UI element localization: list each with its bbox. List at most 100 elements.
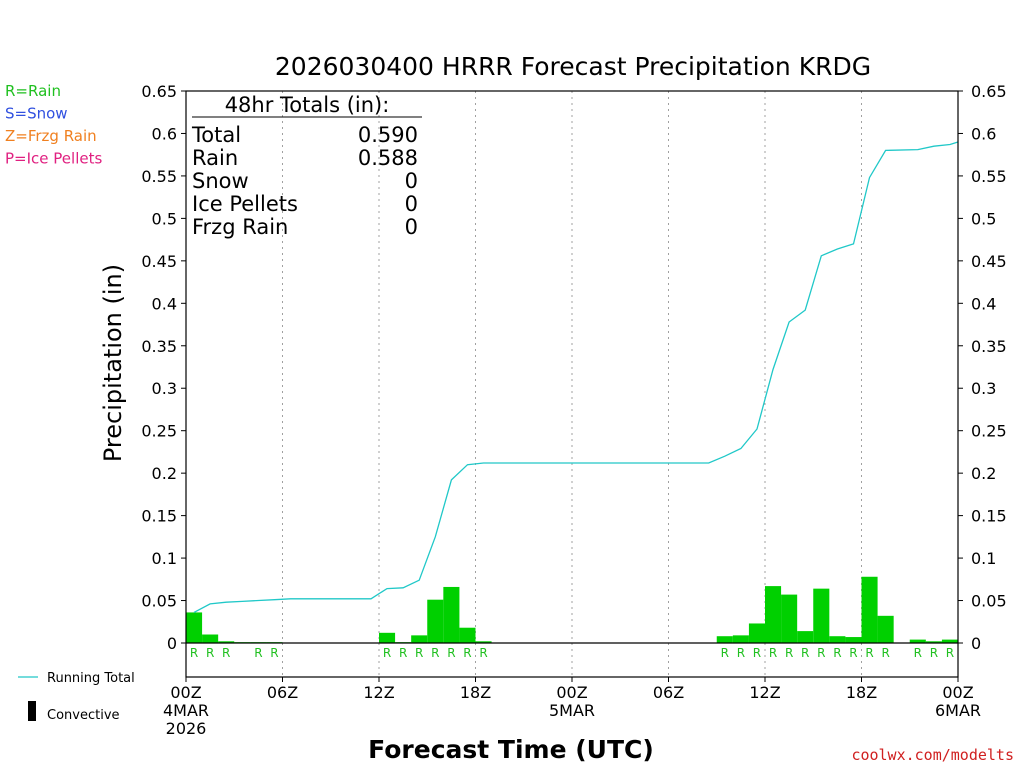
chart-title: 2026030400 HRRR Forecast Precipitation K… <box>275 52 871 81</box>
y-tick-label-left: 0.1 <box>152 549 177 568</box>
totals-row-label: Ice Pellets <box>192 192 298 216</box>
y-axis-right: 0 0.05 0.1 0.15 0.2 0.25 0.3 0.35 0.4 0.45 0.5 0.55… <box>958 82 1007 653</box>
x-tick-label: 06Z <box>267 683 298 702</box>
x-tick-label: 06Z <box>653 683 684 702</box>
totals-row-label: Total <box>191 123 241 147</box>
x-tick-label: 00Z <box>170 683 201 702</box>
precip-bar <box>411 635 428 643</box>
y-axis-left: 0 0.05 0.1 0.15 0.2 0.25 0.3 0.35 0.4 0.45 0.5 0.55… <box>141 82 186 653</box>
y-tick-label-right: 0.6 <box>971 124 996 143</box>
precip-type-marker: R <box>881 646 889 660</box>
precip-type-legend-item: S=Snow <box>5 105 68 123</box>
precip-bar <box>732 635 749 643</box>
y-tick-label-left: 0.55 <box>141 167 177 186</box>
precip-bar <box>186 612 203 643</box>
y-tick-label-right: 0.4 <box>971 294 996 313</box>
precip-type-marker: R <box>431 646 439 660</box>
y-tick-label-right: 0.15 <box>971 507 1007 526</box>
precip-bar <box>427 599 444 643</box>
precip-bar <box>829 636 846 643</box>
y-tick-label-right: 0.65 <box>971 82 1007 101</box>
y-tick-label-right: 0.5 <box>971 209 996 228</box>
y-tick-label-right: 0.55 <box>971 167 1007 186</box>
precip-type-marker: R <box>930 646 938 660</box>
y-tick-label-right: 0.2 <box>971 464 996 483</box>
y-tick-label-left: 0.25 <box>141 422 177 441</box>
precip-bar <box>748 623 765 643</box>
precip-type-marker: R <box>785 646 793 660</box>
convective-legend-label: Convective <box>47 708 120 723</box>
precip-bar <box>475 641 492 643</box>
y-tick-label-right: 0.25 <box>971 422 1007 441</box>
precip-bar <box>202 634 219 643</box>
y-tick-label-left: 0 <box>167 634 177 653</box>
totals-box: 48hr Totals (in): Total 0.590 Rain 0.588 Sno… <box>191 93 422 239</box>
precip-bar <box>797 631 814 643</box>
precip-type-marker: R <box>479 646 487 660</box>
y-tick-label-left: 0.4 <box>152 294 177 313</box>
precip-type-marker: R <box>753 646 761 660</box>
precip-bar <box>218 641 235 643</box>
x-tick-label: 5MAR <box>549 701 595 720</box>
y-tick-label-left: 0.15 <box>141 507 177 526</box>
x-tick-label: 12Z <box>363 683 394 702</box>
x-tick-label: 18Z <box>460 683 491 702</box>
precip-type-legend-item: Z=Frzg Rain <box>5 127 97 145</box>
x-axis-label: Forecast Time (UTC) <box>368 735 654 764</box>
precip-type-marker: R <box>415 646 423 660</box>
precip-bar <box>925 641 942 643</box>
bar-series-rain <box>186 576 958 643</box>
precip-bar <box>909 639 926 643</box>
y-tick-label-right: 0.45 <box>971 252 1007 271</box>
totals-row-value: 0 <box>405 169 418 193</box>
precip-type-marker: R <box>270 646 278 660</box>
precip-type-marker: R <box>737 646 745 660</box>
precip-type-marker: R <box>463 646 471 660</box>
y-tick-label-left: 0.05 <box>141 592 177 611</box>
totals-header: 48hr Totals (in): <box>225 93 390 117</box>
y-tick-label-left: 0.5 <box>152 209 177 228</box>
totals-row-value: 0.590 <box>358 123 418 147</box>
precip-type-marker: R <box>383 646 391 660</box>
totals-row-value: 0 <box>405 215 418 239</box>
credit-text: coolwx.com/modelts <box>851 746 1014 764</box>
y-tick-label-left: 0.35 <box>141 337 177 356</box>
y-tick-label-left: 0.45 <box>141 252 177 271</box>
x-tick-label: 00Z <box>556 683 587 702</box>
y-tick-label-right: 0 <box>971 634 981 653</box>
precip-bar <box>765 586 782 643</box>
precip-type-legend-item: R=Rain <box>5 82 61 100</box>
precip-type-marker: R <box>946 646 954 660</box>
precip-bar <box>845 637 862 643</box>
x-tick-label: 6MAR <box>935 701 981 720</box>
precip-type-marker: R <box>399 646 407 660</box>
x-tick-label: 00Z <box>942 683 973 702</box>
precip-type-marker: R <box>721 646 729 660</box>
gridlines <box>282 91 862 677</box>
totals-row-label: Frzg Rain <box>192 215 288 239</box>
y-tick-label-left: 0.6 <box>152 124 177 143</box>
totals-row-label: Rain <box>192 146 238 170</box>
precip-bar <box>443 586 460 643</box>
totals-row-label: Snow <box>192 169 249 193</box>
precip-type-legend-item: P=Ice Pellets <box>5 150 102 168</box>
x-tick-label: 2026 <box>166 719 207 738</box>
precip-type-marker: R <box>254 646 262 660</box>
precip-bar <box>861 576 878 643</box>
precip-type-marker: R <box>206 646 214 660</box>
convective-legend-swatch <box>28 701 36 721</box>
precip-bar <box>459 627 476 643</box>
running-total-line <box>193 141 959 613</box>
x-tick-label: 18Z <box>846 683 877 702</box>
y-tick-label-left: 0.3 <box>152 379 177 398</box>
x-tick-label: 12Z <box>749 683 780 702</box>
y-tick-label-right: 0.35 <box>971 337 1007 356</box>
totals-row-value: 0.588 <box>358 146 418 170</box>
precip-type-marker: R <box>817 646 825 660</box>
precip-type-marker: R <box>190 646 198 660</box>
totals-row-value: 0 <box>405 192 418 216</box>
y-tick-label-left: 0.65 <box>141 82 177 101</box>
